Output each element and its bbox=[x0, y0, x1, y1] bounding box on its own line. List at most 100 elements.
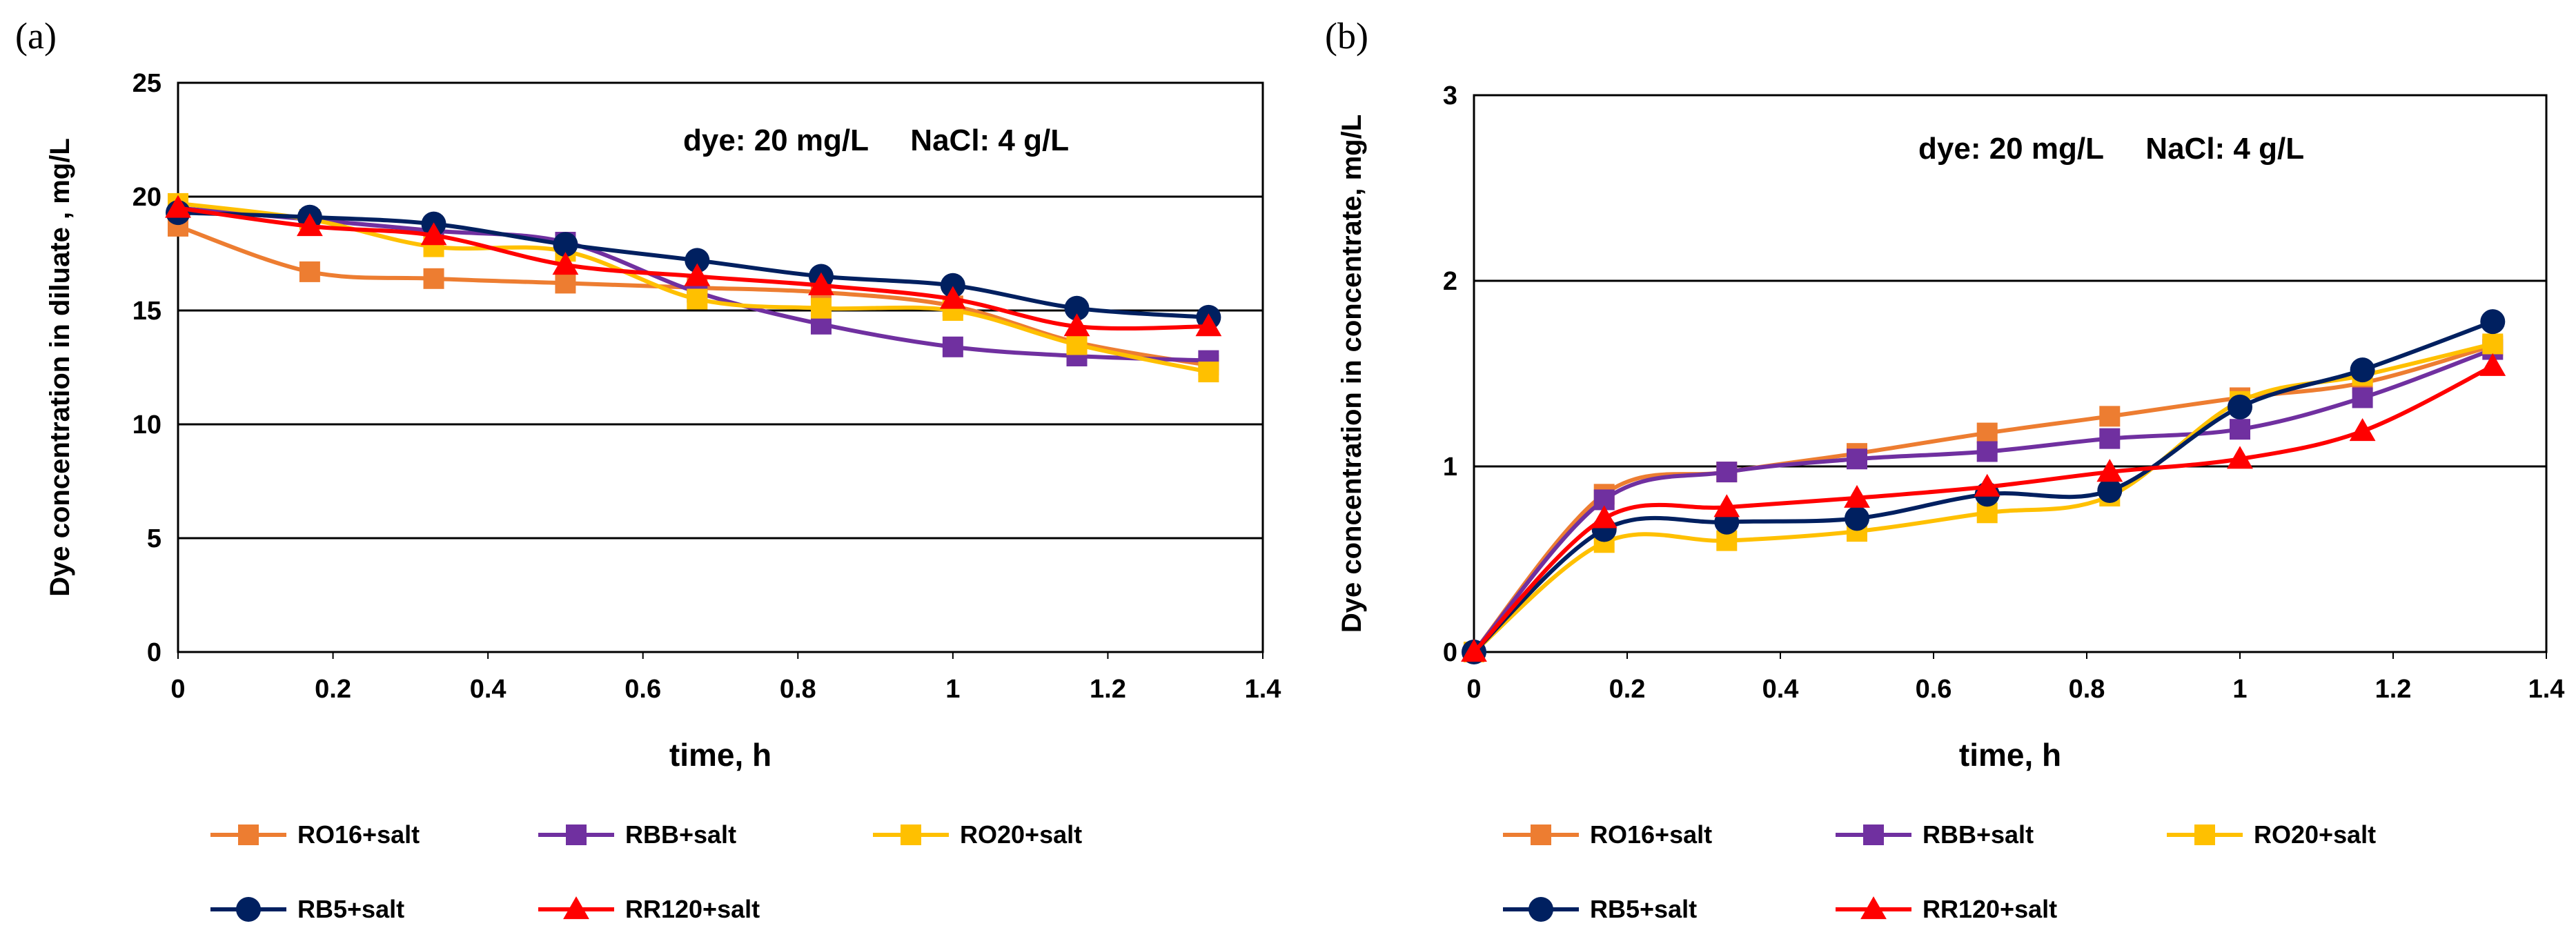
panel-label: (a) bbox=[15, 15, 57, 57]
legend-entry: RB5+salt bbox=[1503, 895, 1697, 923]
legend-marker bbox=[236, 897, 261, 922]
y-axis-title: Dye concentration in diluate , mg/L bbox=[45, 138, 75, 597]
data-point bbox=[1461, 639, 1487, 662]
data-point bbox=[296, 213, 323, 237]
legend-entry: RO16+salt bbox=[210, 820, 420, 849]
data-point bbox=[684, 263, 711, 286]
panel-a: (a) 0 5 10 15 20 25 0 0.2 0.4 0.6 0.8 1 1.2 1.4 time, h… bbox=[15, 15, 1281, 923]
x-tick-label: 1 bbox=[2232, 675, 2247, 704]
plot-area bbox=[1473, 94, 2548, 653]
y-tick-label: 10 bbox=[132, 411, 161, 440]
data-point bbox=[1845, 506, 1869, 531]
y-tick-label: 15 bbox=[132, 297, 161, 326]
data-point bbox=[2097, 477, 2123, 503]
x-tick-label: 0 bbox=[1466, 675, 1481, 704]
x-tick-label: 0.8 bbox=[2069, 675, 2105, 704]
data-point bbox=[810, 297, 832, 319]
x-tick-label: 1 bbox=[945, 675, 960, 704]
panel-label: (b) bbox=[1325, 15, 1368, 57]
x-tick-label: 0.2 bbox=[315, 675, 351, 704]
data-point bbox=[1713, 494, 1740, 517]
data-point bbox=[1976, 441, 1998, 462]
data-point bbox=[423, 268, 444, 289]
legend-label: RR120+salt bbox=[625, 895, 760, 923]
data-point bbox=[1716, 462, 1738, 483]
y-tick-label: 3 bbox=[1443, 81, 1457, 110]
data-point bbox=[942, 336, 963, 357]
data-point bbox=[1198, 362, 1219, 383]
legend-entry: RBB+salt bbox=[538, 820, 736, 849]
data-point bbox=[420, 222, 447, 246]
data-point bbox=[2230, 419, 2250, 440]
y-tick-label: 25 bbox=[132, 69, 161, 98]
y-tick-label: 1 bbox=[1443, 453, 1457, 482]
legend-label: RB5+salt bbox=[297, 895, 404, 923]
x-tick-label: 0.4 bbox=[470, 675, 507, 704]
data-point bbox=[2479, 353, 2506, 376]
legend-entry: RO20+salt bbox=[2167, 820, 2376, 849]
data-point bbox=[685, 248, 710, 273]
x-tick-label: 0.6 bbox=[1916, 675, 1952, 704]
legend-marker bbox=[1860, 896, 1887, 920]
data-point bbox=[687, 288, 708, 310]
data-point bbox=[1591, 505, 1618, 529]
legend-marker bbox=[1531, 824, 1551, 845]
data-point bbox=[2227, 446, 2253, 469]
legend-label: RBB+salt bbox=[625, 820, 736, 849]
data-point bbox=[1063, 313, 1090, 337]
legend-label: RB5+salt bbox=[1590, 895, 1697, 923]
x-tick-label: 0.6 bbox=[625, 675, 661, 704]
data-point bbox=[2349, 417, 2376, 442]
legend-entry: RB5+salt bbox=[210, 895, 404, 923]
legend-entry: RR120+salt bbox=[1836, 895, 2057, 923]
data-point bbox=[2350, 357, 2375, 383]
x-tick-label: 1.4 bbox=[1245, 675, 1281, 704]
x-tick-label: 0 bbox=[170, 675, 185, 704]
x-tick-label: 0.4 bbox=[1762, 675, 1799, 704]
plot-area bbox=[177, 81, 1264, 653]
legend-entry: RO20+salt bbox=[873, 820, 1082, 849]
legend-marker bbox=[566, 824, 587, 845]
x-axis-title: time, h bbox=[669, 737, 771, 773]
data-point bbox=[1064, 295, 1090, 321]
legend-entry: RBB+salt bbox=[1836, 820, 2034, 849]
data-point bbox=[1976, 422, 1998, 444]
y-tick-label: 2 bbox=[1443, 267, 1457, 296]
x-tick-label: 0.2 bbox=[1609, 675, 1646, 704]
x-tick-label: 1.4 bbox=[2528, 675, 2565, 704]
data-point bbox=[2228, 394, 2252, 419]
data-point bbox=[2099, 428, 2121, 449]
data-point bbox=[1844, 484, 1870, 508]
data-point bbox=[1974, 473, 2000, 497]
legend-label: RO20+salt bbox=[960, 820, 1082, 849]
y-axis-title: Dye concentration in concentrate, mg/L bbox=[1337, 115, 1367, 633]
data-point bbox=[2480, 309, 2506, 335]
legend-label: RO20+salt bbox=[2254, 820, 2376, 849]
x-tick-label: 0.8 bbox=[780, 675, 816, 704]
data-point bbox=[165, 195, 191, 218]
data-point bbox=[1066, 334, 1088, 355]
legend-label: RO16+salt bbox=[1590, 820, 1712, 849]
legend-marker bbox=[563, 896, 589, 920]
legend-marker bbox=[1528, 897, 1553, 922]
data-point bbox=[808, 272, 834, 295]
data-point bbox=[939, 286, 966, 309]
series-RR120+salt bbox=[1461, 353, 2506, 662]
legend-marker bbox=[901, 824, 921, 845]
data-point bbox=[555, 273, 576, 294]
data-point bbox=[552, 252, 579, 275]
data-point bbox=[2352, 387, 2373, 408]
legend-entry: RR120+salt bbox=[538, 895, 760, 923]
y-tick-label: 20 bbox=[132, 183, 161, 212]
legend-label: RBB+salt bbox=[1923, 820, 2034, 849]
y-tick-label: 0 bbox=[147, 638, 161, 667]
data-point bbox=[299, 261, 320, 282]
legend-label: RO16+salt bbox=[297, 820, 420, 849]
legend-marker bbox=[2194, 824, 2215, 845]
x-tick-label: 1.2 bbox=[2375, 675, 2412, 704]
data-point bbox=[553, 232, 578, 257]
data-point bbox=[940, 273, 965, 298]
y-tick-label: 5 bbox=[147, 524, 161, 553]
annotation: dye: 20 mg/L NaCl: 4 g/L bbox=[683, 124, 1069, 157]
